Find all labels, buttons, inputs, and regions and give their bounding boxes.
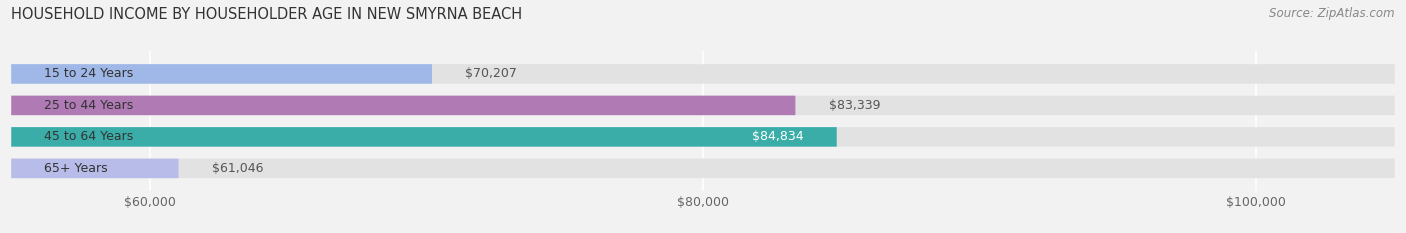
Text: $70,207: $70,207 [465,67,517,80]
FancyBboxPatch shape [11,127,1395,147]
FancyBboxPatch shape [11,96,796,115]
Text: HOUSEHOLD INCOME BY HOUSEHOLDER AGE IN NEW SMYRNA BEACH: HOUSEHOLD INCOME BY HOUSEHOLDER AGE IN N… [11,7,523,22]
Text: 25 to 44 Years: 25 to 44 Years [45,99,134,112]
Text: $61,046: $61,046 [212,162,263,175]
FancyBboxPatch shape [11,159,179,178]
FancyBboxPatch shape [11,159,1395,178]
Text: $83,339: $83,339 [828,99,880,112]
FancyBboxPatch shape [11,127,837,147]
Text: $84,834: $84,834 [752,130,804,143]
FancyBboxPatch shape [11,64,432,84]
Text: Source: ZipAtlas.com: Source: ZipAtlas.com [1270,7,1395,20]
Text: 15 to 24 Years: 15 to 24 Years [45,67,134,80]
FancyBboxPatch shape [11,64,1395,84]
FancyBboxPatch shape [11,96,1395,115]
Text: 45 to 64 Years: 45 to 64 Years [45,130,134,143]
Text: 65+ Years: 65+ Years [45,162,108,175]
